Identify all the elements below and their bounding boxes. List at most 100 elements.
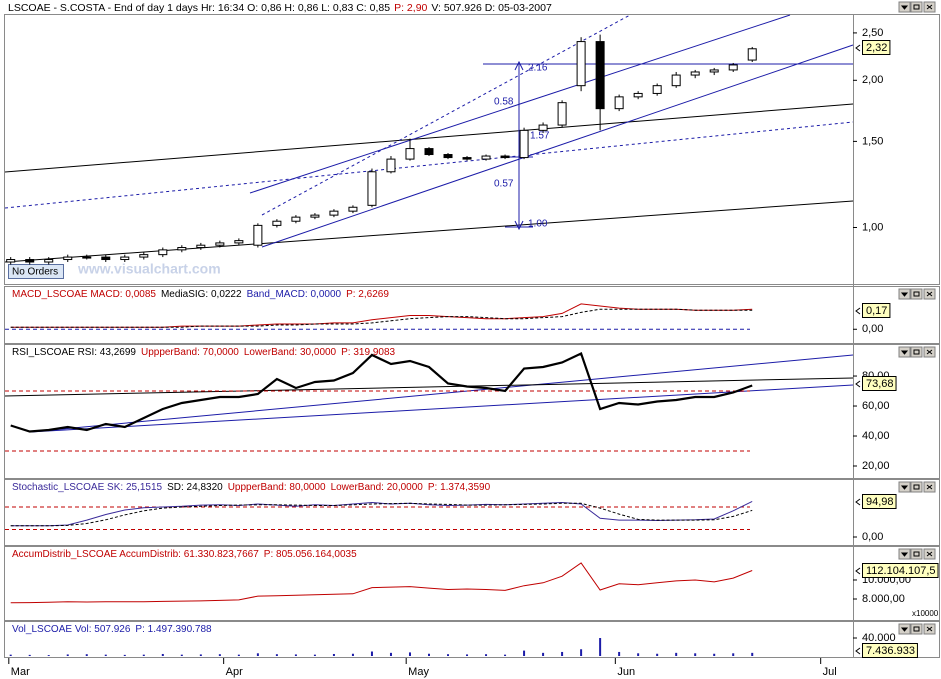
volume-bar [751, 652, 754, 656]
volume-bar [428, 653, 430, 656]
button-icon [913, 4, 920, 10]
trendline [261, 14, 631, 216]
candle-body [158, 249, 168, 256]
candle-body [253, 224, 263, 246]
y-tick-label: 0,00 [862, 531, 883, 543]
candle-body [310, 214, 320, 218]
button-icon [926, 349, 933, 355]
last-value-pointer [855, 567, 861, 575]
last-value-bg [862, 563, 939, 578]
volume-bar [332, 653, 335, 656]
candle-body [462, 157, 472, 160]
volume-bar [351, 653, 354, 656]
candle-body [215, 242, 225, 246]
panel-title: RSI_LSCOAE RSI: 43,2699 UppperBand: 70,00… [12, 347, 395, 358]
title-part: UppperBand: 80,0000 [228, 482, 326, 493]
title-part: P: 2,6269 [346, 289, 389, 300]
title-part: P: 1.374,3590 [428, 482, 491, 493]
panel-button [910, 1, 923, 13]
header-part: P: 2,90 [394, 2, 427, 14]
candle-body [481, 155, 491, 160]
rsi-frame [4, 344, 940, 479]
candle-body [405, 148, 415, 160]
volume-bar [66, 654, 69, 656]
candle-body [576, 41, 586, 87]
fib-label: 0.58 [494, 97, 514, 108]
series-line [10, 562, 753, 604]
candle-body [82, 256, 92, 259]
y-tick-label: 1,00 [862, 221, 883, 233]
volume-bar [104, 654, 107, 656]
series-line [10, 303, 753, 328]
button-icon [900, 485, 909, 490]
volume-bar [618, 651, 621, 656]
candle-body [424, 148, 434, 156]
y-tick-label: 1,50 [862, 135, 883, 147]
volume-bar [485, 654, 488, 656]
no-orders-badge: No Orders [8, 264, 64, 279]
x-tick-label: May [408, 666, 429, 678]
last-value-pointer [855, 44, 861, 52]
y-tick-label: 40.000 [862, 632, 896, 644]
button-icon [926, 484, 933, 490]
last-value: 94,98 [866, 496, 894, 508]
candle-body [272, 220, 282, 226]
header-part: V: 507.926 D: 05-03-2007 [431, 2, 552, 14]
button-icon [913, 291, 920, 297]
candle-body [709, 69, 719, 73]
panel-frames [4, 14, 940, 658]
button-icon [900, 5, 909, 10]
last-value-pointer [855, 498, 861, 506]
series-line [10, 502, 753, 527]
button-icon [913, 551, 920, 557]
volume-bar [123, 654, 126, 656]
candle-body [196, 244, 206, 249]
volume-bar [542, 652, 545, 656]
volume-bar [256, 653, 259, 656]
main-frame [4, 14, 940, 285]
trendline [249, 14, 791, 194]
volume-bar [561, 651, 564, 656]
x-tick-label: Apr [226, 666, 243, 678]
last-value: 0,17 [866, 305, 887, 317]
volume-bar [389, 652, 392, 656]
button-icon [913, 349, 920, 355]
volume-bar [656, 653, 659, 656]
candle-body [728, 64, 738, 71]
volume-bar [408, 652, 411, 656]
volume-bar [294, 654, 297, 656]
button-icon [926, 551, 933, 557]
last-value-bg [862, 376, 897, 391]
x-tick-label: Mar [11, 666, 30, 678]
trendline [4, 103, 854, 173]
trendline [4, 200, 854, 263]
ad-frame [4, 546, 940, 621]
y-tick-label: 20,00 [862, 460, 890, 472]
panel-button [910, 346, 923, 358]
volume-bar [275, 654, 278, 656]
volume-bar [504, 654, 507, 656]
title-part: Stochastic_LSCOAE SK: 25,1515 [12, 482, 163, 493]
button-icon [900, 350, 909, 355]
candle-body [291, 216, 301, 222]
y-tick-label: 0,00 [862, 323, 883, 335]
candle-body [367, 171, 377, 206]
button-icon [926, 291, 933, 297]
title-part: LowerBand: 20,0000 [331, 482, 424, 493]
badge-text: No Orders [12, 267, 58, 278]
volume-bar [732, 653, 735, 656]
volume-bar [28, 654, 31, 656]
candle-body [500, 155, 510, 159]
volume-bar [218, 654, 221, 656]
candle-body [6, 259, 16, 263]
button-icon [926, 626, 933, 632]
panel-title: MACD_LSCOAE MACD: 0,0085 MediaSIG: 0,0222… [12, 289, 389, 300]
volume-bar [180, 654, 183, 656]
candle-body [443, 154, 453, 159]
series-line [10, 308, 753, 328]
title-part: P: 1.497.390.788 [135, 624, 212, 635]
volume-bar [675, 652, 678, 656]
button-icon [900, 627, 909, 632]
panel-title: Stochastic_LSCOAE SK: 25,1515 SD: 24,8320… [12, 482, 491, 493]
